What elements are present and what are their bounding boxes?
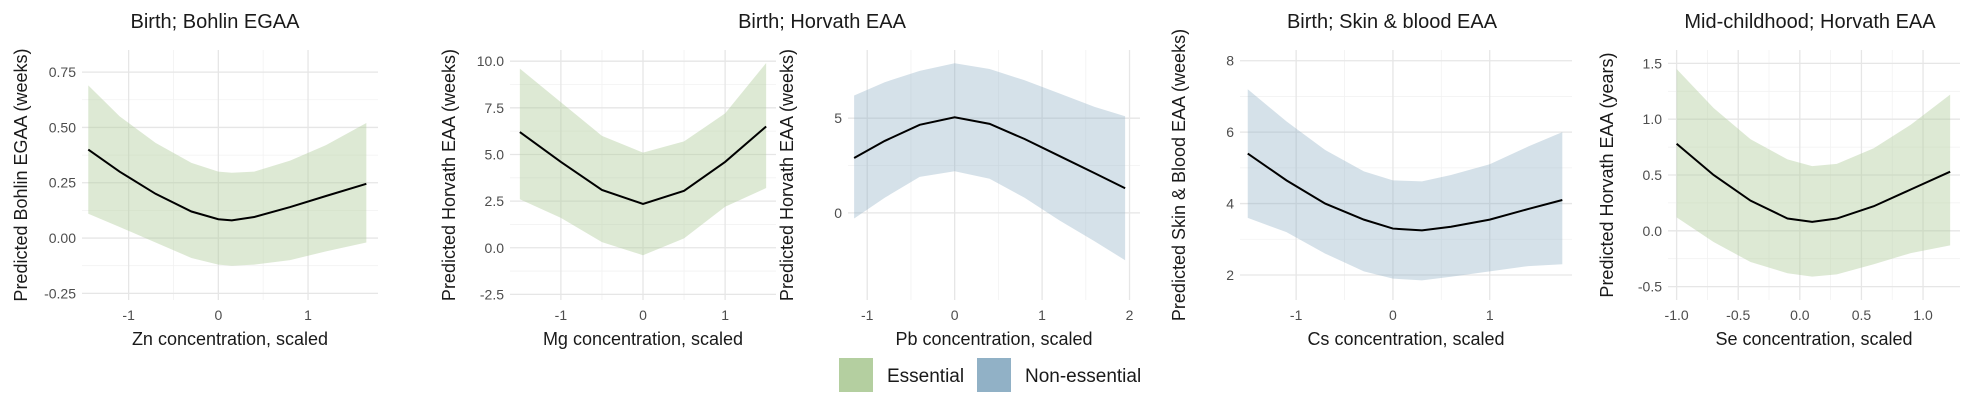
fitted-line <box>1675 142 1951 223</box>
panel-title-birth-horvath: Birth; Horvath EAA <box>738 11 907 33</box>
fitted-line <box>519 125 767 205</box>
panel-2: -1 0 1 -2.5 0.0 2.5 5.0 7.5 10.0 Mg concentration… <box>439 49 776 349</box>
y-tick-label: 6 <box>1226 124 1234 140</box>
panel-5: -1.0 -0.5 0.0 0.5 1.0-0.50.00.51.01.5Se conc… <box>1597 50 1960 349</box>
x-axis-label: Mg concentration, scaled <box>543 329 743 349</box>
confidence-band <box>88 85 367 266</box>
x-tick-label: -1 <box>861 307 874 323</box>
legend-swatch-essential <box>839 358 873 392</box>
fitted-line <box>853 116 1126 190</box>
y-axis-label: Predicted Horvath EAA (weeks) <box>439 49 459 301</box>
y-tick-label: 8 <box>1226 53 1234 69</box>
panel-title-birth-bohlin: Birth; Bohlin EGAA <box>131 11 301 33</box>
x-tick-label: 0 <box>639 307 647 323</box>
y-tick-label: 10.0 <box>477 53 504 69</box>
x-tick-label: 0 <box>1389 307 1397 323</box>
fitted-line <box>87 148 367 222</box>
y-tick-label: -2.5 <box>480 286 504 302</box>
x-tick-label: 0.5 <box>1852 307 1872 323</box>
confidence-band <box>1676 68 1951 277</box>
x-tick-label: 1 <box>1038 307 1046 323</box>
y-tick-label: 0.25 <box>49 175 76 191</box>
y-tick-label: 5 <box>834 110 842 126</box>
x-tick-label: 0.0 <box>1790 307 1810 323</box>
x-tick-label: -1 <box>555 307 568 323</box>
y-tick-label: 2.5 <box>485 193 505 209</box>
y-tick-label: -0.5 <box>1638 279 1662 295</box>
y-tick-label: 0.00 <box>49 230 76 246</box>
y-tick-label: 0 <box>834 205 842 221</box>
x-tick-label: -0.5 <box>1726 307 1750 323</box>
x-axis-label: Se concentration, scaled <box>1715 329 1912 349</box>
y-axis-label: Predicted Horvath EAA (years) <box>1597 52 1617 297</box>
y-tick-label: 7.5 <box>485 100 505 116</box>
x-axis-label: Pb concentration, scaled <box>895 329 1092 349</box>
confidence-band <box>854 63 1126 261</box>
legend-swatch-non-essential <box>977 358 1011 392</box>
panel-title-midchildhood-horvath: Mid-childhood; Horvath EAA <box>1684 11 1936 33</box>
x-tick-label: 1 <box>721 307 729 323</box>
x-tick-label: 1 <box>1486 307 1494 323</box>
x-tick-label: -1 <box>122 307 135 323</box>
y-tick-label: 4 <box>1226 196 1234 212</box>
y-tick-label: 1.0 <box>1643 111 1663 127</box>
x-tick-label: -1.0 <box>1665 307 1689 323</box>
y-tick-label: 0.50 <box>49 119 76 135</box>
confidence-band <box>1247 89 1563 281</box>
x-tick-label: 0 <box>214 307 222 323</box>
y-tick-label: 0.75 <box>49 64 76 80</box>
y-tick-label: 0.0 <box>1643 223 1663 239</box>
x-tick-label: 1 <box>304 307 312 323</box>
y-tick-label: 2 <box>1226 267 1234 283</box>
x-tick-label: 0 <box>951 307 959 323</box>
legend: Essential Non-essential <box>839 358 1141 392</box>
y-tick-label: 1.5 <box>1643 55 1663 71</box>
x-axis-label: Zn concentration, scaled <box>132 329 328 349</box>
y-tick-label: 0.0 <box>485 240 505 256</box>
fitted-line <box>1247 152 1563 232</box>
y-tick-label: -0.25 <box>44 285 76 301</box>
panel-3: -1 0 1 2 0 5 Pb concentration, scaled Predicted… <box>777 49 1140 349</box>
legend-label-essential: Essential <box>887 366 964 387</box>
panel-title-birth-skin-blood: Birth; Skin & blood EAA <box>1287 11 1498 33</box>
y-axis-label: Predicted Bohlin EGAA (weeks) <box>11 48 31 301</box>
x-tick-label: 1.0 <box>1913 307 1933 323</box>
panel-1: -1 0 1 -0.25 0.00 0.25 0.50 0.75 Zn concentratio… <box>11 48 378 349</box>
x-tick-label: -1 <box>1290 307 1303 323</box>
y-tick-label: 0.5 <box>1643 167 1663 183</box>
y-axis-label: Predicted Horvath EAA (weeks) <box>777 49 797 301</box>
y-tick-label: 5.0 <box>485 146 505 162</box>
confidence-band <box>519 63 767 256</box>
panel-4: -1 0 1 2 4 6 8 Cs concentration, scaled Predicte… <box>1169 29 1572 349</box>
legend-label-non-essential: Non-essential <box>1025 366 1141 387</box>
y-axis-label: Predicted Skin & Blood EAA (weeks) <box>1169 29 1189 321</box>
x-axis-label: Cs concentration, scaled <box>1307 329 1504 349</box>
x-tick-label: 2 <box>1126 307 1134 323</box>
